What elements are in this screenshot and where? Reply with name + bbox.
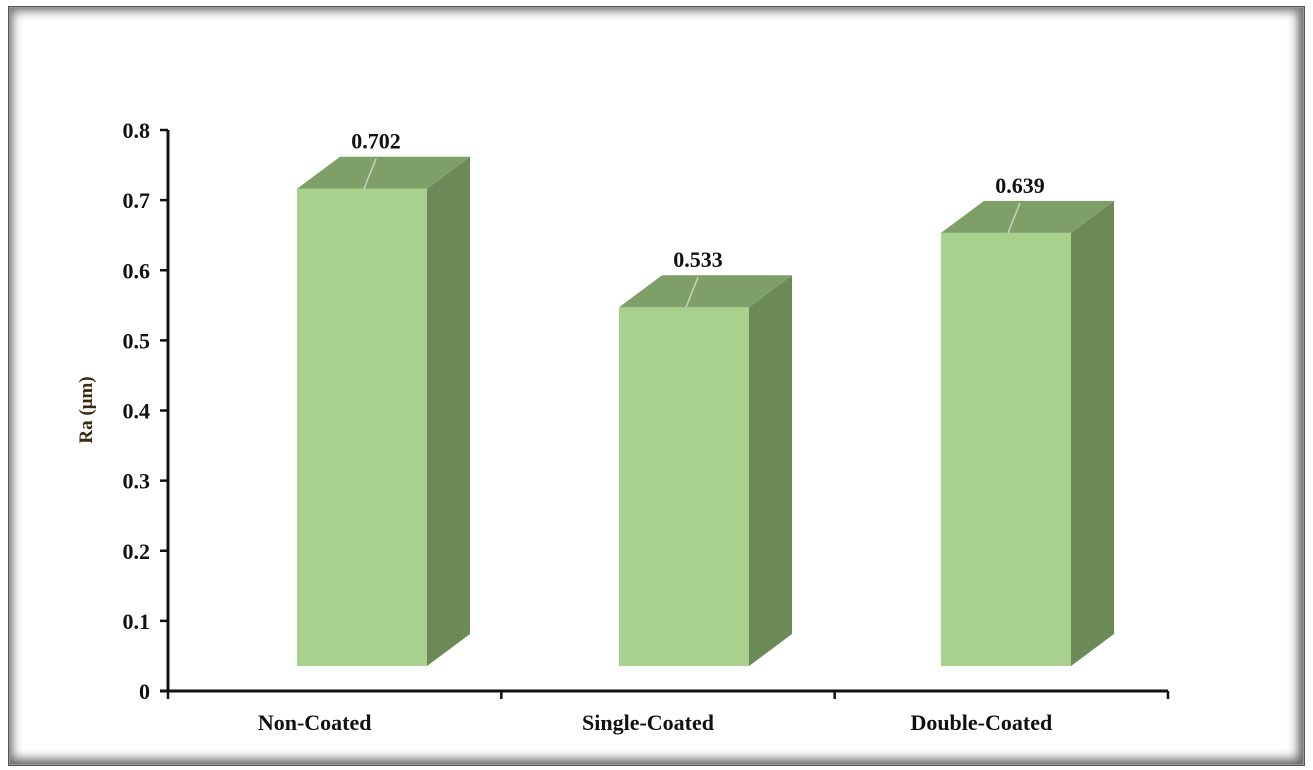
data-label: 0.533: [673, 247, 723, 272]
y-axis: 0 0.1 0.2 0.3 0.4 0.5 0.6 0.7 0.8: [123, 118, 170, 704]
y-tick-label: 0.8: [123, 118, 151, 143]
bar-double-coated: 0.639: [941, 173, 1114, 666]
x-category-label: Non-Coated: [258, 710, 372, 735]
x-axis: Non-Coated Single-Coated Double-Coated: [160, 689, 1170, 735]
data-label: 0.702: [351, 129, 401, 154]
y-tick-label: 0.7: [123, 188, 151, 213]
bar-single-coated: 0.533: [619, 247, 792, 666]
y-axis-label: Ra (μm): [76, 376, 97, 443]
y-tick-label: 0.2: [123, 539, 151, 564]
y-tick-label: 0: [139, 679, 150, 704]
y-tick-label: 0.3: [123, 469, 151, 494]
y-tick-label: 0.5: [123, 328, 151, 353]
bars: 0.702 0.533 0.639: [297, 129, 1114, 666]
x-category-label: Double-Coated: [910, 710, 1052, 735]
bar-non-coated: 0.702: [297, 129, 470, 666]
y-tick-label: 0.6: [123, 258, 151, 283]
y-tick-label: 0.1: [123, 609, 151, 634]
data-label: 0.639: [995, 173, 1045, 198]
x-category-label: Single-Coated: [582, 710, 714, 735]
y-tick-label: 0.4: [123, 399, 151, 424]
